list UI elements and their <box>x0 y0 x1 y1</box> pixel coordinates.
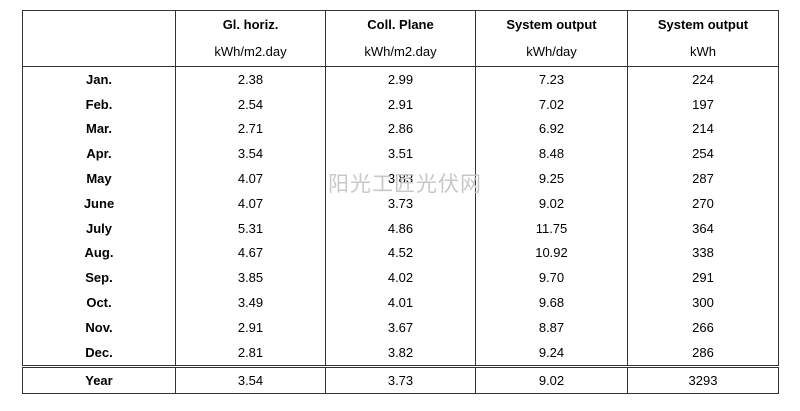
header-corner <box>22 37 176 67</box>
cell: 9.70 <box>475 265 628 291</box>
table-row: Nov. 2.91 3.67 8.87 266 <box>22 314 779 340</box>
table-foot: Year 3.54 3.73 9.02 3293 <box>22 364 779 394</box>
header-corner <box>22 10 176 37</box>
cell: 286 <box>627 339 779 367</box>
cell: 3.73 <box>325 190 476 216</box>
row-label: July <box>22 215 176 241</box>
cell: 266 <box>627 314 779 340</box>
cell: 9.02 <box>475 364 628 394</box>
column-title: System output <box>627 10 779 37</box>
cell: 4.67 <box>175 240 326 266</box>
row-label: Oct. <box>22 290 176 315</box>
cell: 224 <box>627 66 779 92</box>
cell: 3.49 <box>175 290 326 315</box>
cell: 3.67 <box>325 314 476 340</box>
cell: 300 <box>627 290 779 315</box>
cell: 8.48 <box>475 141 628 167</box>
cell: 4.07 <box>175 190 326 216</box>
table-head: Gl. horiz. Coll. Plane System output System… <box>22 10 779 67</box>
row-label: Jan. <box>22 66 176 92</box>
table-row: Dec. 2.81 3.82 9.24 286 <box>22 339 779 367</box>
cell: 3.73 <box>325 364 476 394</box>
cell: 10.92 <box>475 240 628 266</box>
cell: 2.71 <box>175 116 326 142</box>
table-row: Feb. 2.54 2.91 7.02 197 <box>22 91 779 117</box>
cell: 5.31 <box>175 215 326 241</box>
total-row: Year 3.54 3.73 9.02 3293 <box>22 364 779 394</box>
row-label: Dec. <box>22 339 176 367</box>
cell: 287 <box>627 166 779 191</box>
cell: 9.02 <box>475 190 628 216</box>
column-title: Coll. Plane <box>325 10 476 37</box>
cell: 3.54 <box>175 364 326 394</box>
table-row: Apr. 3.54 3.51 8.48 254 <box>22 141 779 167</box>
table: Gl. horiz. Coll. Plane System output System… <box>22 10 779 394</box>
row-label: Sep. <box>22 265 176 291</box>
table-row: Oct. 3.49 4.01 9.68 300 <box>22 290 779 315</box>
cell: 364 <box>627 215 779 241</box>
column-title: System output <box>475 10 628 37</box>
table-row: July 5.31 4.86 11.75 364 <box>22 215 779 241</box>
table-row: June 4.07 3.73 9.02 270 <box>22 190 779 216</box>
cell: 2.81 <box>175 339 326 367</box>
row-label: June <box>22 190 176 216</box>
cell: 338 <box>627 240 779 266</box>
table-row: Mar. 2.71 2.86 6.92 214 <box>22 116 779 142</box>
cell: 7.23 <box>475 66 628 92</box>
row-label: Nov. <box>22 314 176 340</box>
cell: 6.92 <box>475 116 628 142</box>
cell: 3293 <box>627 364 779 394</box>
cell: 4.02 <box>325 265 476 291</box>
cell: 3.83 <box>325 166 476 191</box>
cell: 197 <box>627 91 779 117</box>
cell: 214 <box>627 116 779 142</box>
cell: 7.02 <box>475 91 628 117</box>
row-label: Mar. <box>22 116 176 142</box>
cell: 2.38 <box>175 66 326 92</box>
cell: 3.51 <box>325 141 476 167</box>
cell: 2.91 <box>325 91 476 117</box>
table-wrap: Gl. horiz. Coll. Plane System output System… <box>22 10 779 394</box>
cell: 4.01 <box>325 290 476 315</box>
cell: 2.86 <box>325 116 476 142</box>
table-row: Sep. 3.85 4.02 9.70 291 <box>22 265 779 291</box>
cell: 2.54 <box>175 91 326 117</box>
row-label: May <box>22 166 176 191</box>
cell: 270 <box>627 190 779 216</box>
cell: 2.91 <box>175 314 326 340</box>
cell: 291 <box>627 265 779 291</box>
cell: 4.52 <box>325 240 476 266</box>
row-label: Apr. <box>22 141 176 167</box>
table-row: Jan. 2.38 2.99 7.23 224 <box>22 66 779 92</box>
cell: 9.24 <box>475 339 628 367</box>
row-label: Year <box>22 364 176 394</box>
cell: 9.68 <box>475 290 628 315</box>
column-unit: kWh/m2.day <box>175 37 326 67</box>
cell: 2.99 <box>325 66 476 92</box>
column-unit: kWh/day <box>475 37 628 67</box>
cell: 11.75 <box>475 215 628 241</box>
cell: 254 <box>627 141 779 167</box>
column-unit: kWh <box>627 37 779 67</box>
cell: 9.25 <box>475 166 628 191</box>
column-unit: kWh/m2.day <box>325 37 476 67</box>
column-title: Gl. horiz. <box>175 10 326 37</box>
cell: 3.54 <box>175 141 326 167</box>
table-row: Aug. 4.67 4.52 10.92 338 <box>22 240 779 266</box>
cell: 4.86 <box>325 215 476 241</box>
row-label: Feb. <box>22 91 176 117</box>
cell: 3.85 <box>175 265 326 291</box>
header-unit-row: kWh/m2.day kWh/m2.day kWh/day kWh <box>22 37 779 67</box>
table-row: May 4.07 3.83 9.25 287 <box>22 166 779 191</box>
table-body: Jan. 2.38 2.99 7.23 224 Feb. 2.54 2.91 7.02 197 Ma… <box>22 66 779 367</box>
row-label: Aug. <box>22 240 176 266</box>
cell: 4.07 <box>175 166 326 191</box>
cell: 3.82 <box>325 339 476 367</box>
header-title-row: Gl. horiz. Coll. Plane System output System… <box>22 10 779 37</box>
cell: 8.87 <box>475 314 628 340</box>
